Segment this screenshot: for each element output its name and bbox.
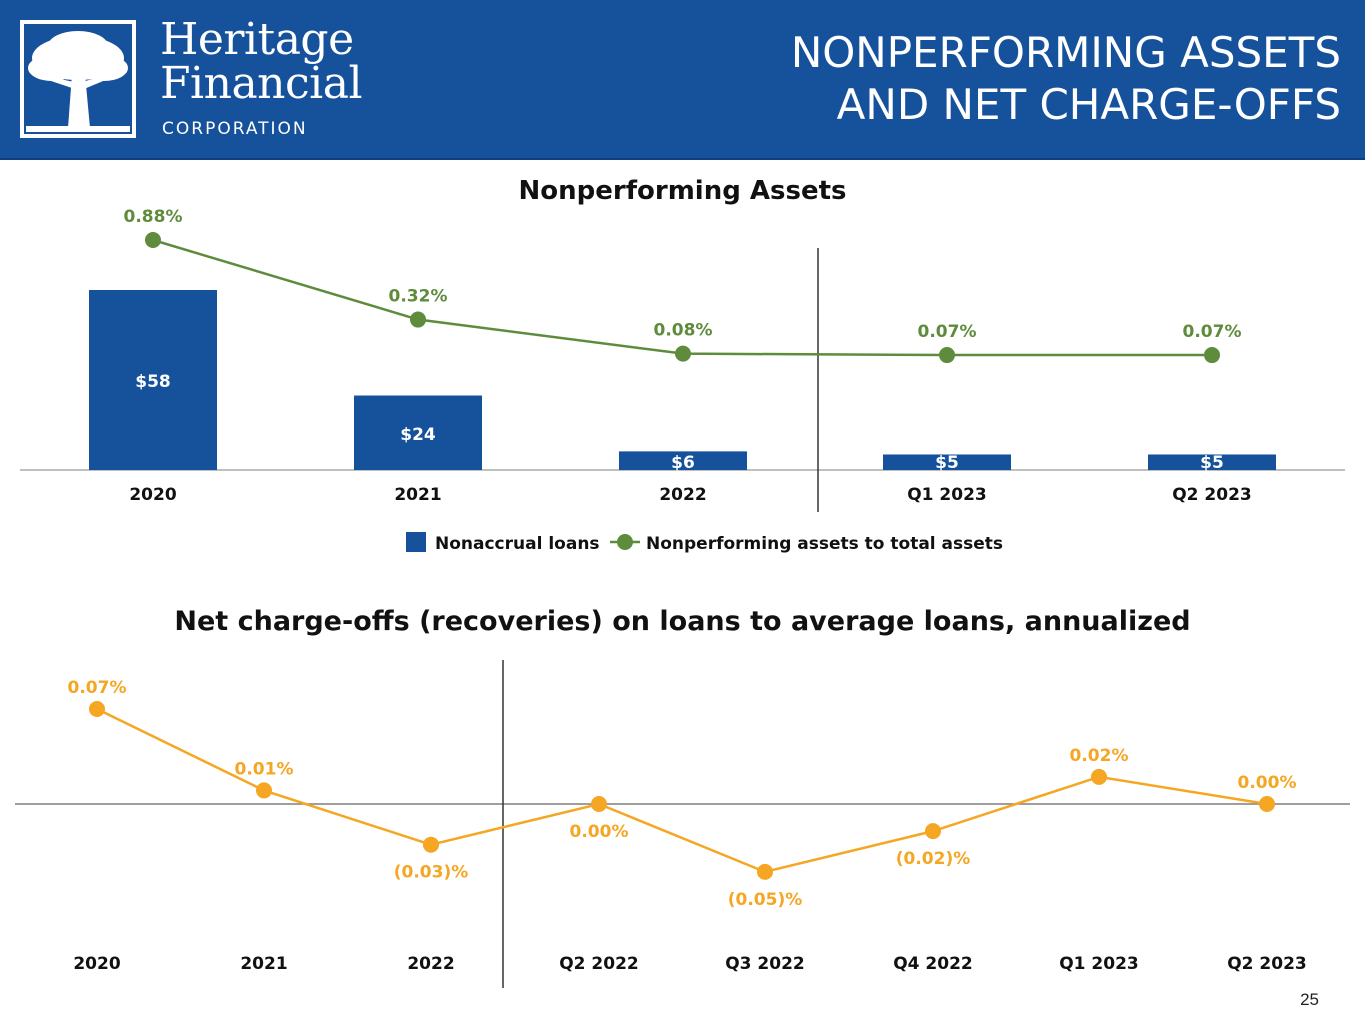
bar-value-label: $5 <box>935 453 959 473</box>
chargeoff-value-label: 0.02% <box>1070 746 1129 766</box>
x-tick-label: Q2 2023 <box>1227 954 1307 974</box>
bar-value-label: $24 <box>400 425 436 445</box>
brand-name: Heritage Financial <box>160 14 363 109</box>
brand-line-1: Heritage <box>160 14 354 65</box>
slide-title-line-2: AND NET CHARGE-OFFS <box>836 80 1341 129</box>
nonperforming-ratio-label: 0.08% <box>654 321 713 341</box>
nonperforming-ratio-label: 0.07% <box>918 322 977 342</box>
x-tick-label: 2020 <box>129 485 176 505</box>
bar-2021 <box>354 395 482 470</box>
brand-line-2: Financial <box>160 58 363 109</box>
x-tick-label: Q2 2023 <box>1172 485 1252 505</box>
chargeoff-value-label: 0.00% <box>1238 773 1297 793</box>
chargeoff-value-label: 0.00% <box>570 822 629 842</box>
nonperforming-ratio-point <box>1204 347 1220 364</box>
bar-q1-2023 <box>883 454 1011 470</box>
chargeoff-point <box>89 701 105 717</box>
nonperforming-assets-chart: $58 2020 $24 2021 $6 2022 $5 Q1 2023 $5 Q2 2023 0.… <box>20 207 1345 554</box>
chargeoff-value-label: (0.02)% <box>896 849 971 869</box>
nonperforming-ratio-label: 0.88% <box>124 207 183 227</box>
legend-line-label: Nonperforming assets to total assets <box>646 534 1003 554</box>
x-tick-label: 2022 <box>659 485 706 505</box>
chargeoff-value-label: (0.05)% <box>728 890 803 910</box>
nonperforming-ratio-point <box>410 311 426 328</box>
nonperforming-ratio-point <box>675 345 691 362</box>
bar-2022 <box>619 451 747 470</box>
slide-title-line-1: NONPERFORMING ASSETS <box>790 28 1341 77</box>
x-tick-label: 2020 <box>73 954 120 974</box>
nonperforming-ratio-point <box>939 347 955 364</box>
chargeoff-point <box>925 823 941 840</box>
chargeoff-point <box>256 782 272 799</box>
nonperforming-ratio-label: 0.07% <box>1183 322 1242 342</box>
bar-value-label: $5 <box>1200 453 1224 473</box>
brand-subtitle: CORPORATION <box>162 119 308 139</box>
bar-value-label: $58 <box>135 372 171 392</box>
x-tick-label: 2022 <box>407 954 454 974</box>
page-number: 25 <box>1300 990 1319 1009</box>
x-tick-label: 2021 <box>240 954 287 974</box>
chargeoff-point <box>1259 796 1275 812</box>
net-chargeoffs-chart: 0.07% 2020 0.01% 2021 (0.03)% 2022 0.00% Q2 202… <box>15 660 1350 988</box>
chart-1-title: Nonperforming Assets <box>518 176 847 206</box>
nonperforming-ratio-point <box>145 232 161 248</box>
chart-2-title: Net charge-offs (recoveries) on loans to… <box>174 606 1191 637</box>
x-tick-label: Q2 2022 <box>559 954 639 974</box>
company-logo <box>20 20 136 138</box>
x-tick-label: 2021 <box>394 485 441 505</box>
chargeoff-line <box>96 707 1268 874</box>
bar-value-label: $6 <box>671 453 695 473</box>
x-tick-label: Q3 2022 <box>725 954 805 974</box>
bar-2020 <box>89 290 217 470</box>
chargeoff-point <box>757 863 773 880</box>
chargeoff-point <box>423 836 439 853</box>
chargeoff-point <box>1091 768 1107 785</box>
bar-q2-2023 <box>1148 454 1276 470</box>
slide-title: NONPERFORMING ASSETS AND NET CHARGE-OFFS <box>791 27 1341 131</box>
slide-header: Heritage Financial CORPORATION NONPERFOR… <box>0 0 1365 160</box>
x-tick-label: Q1 2023 <box>907 485 987 505</box>
nonperforming-ratio-label: 0.32% <box>389 287 448 307</box>
legend-line-marker <box>617 534 633 550</box>
chargeoff-value-label: (0.03)% <box>394 863 469 883</box>
chargeoff-value-label: 0.07% <box>68 678 127 698</box>
tree-icon <box>26 31 130 132</box>
x-tick-label: Q4 2022 <box>893 954 973 974</box>
x-tick-label: Q1 2023 <box>1059 954 1139 974</box>
chargeoff-point <box>591 796 607 812</box>
legend-bar-swatch <box>406 532 426 552</box>
legend-bar-label: Nonaccrual loans <box>435 534 600 554</box>
chargeoff-value-label: 0.01% <box>235 759 294 779</box>
